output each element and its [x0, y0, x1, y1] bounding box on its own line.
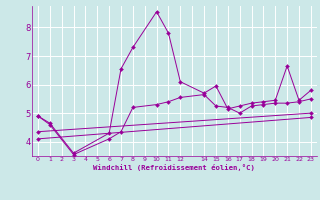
- X-axis label: Windchill (Refroidissement éolien,°C): Windchill (Refroidissement éolien,°C): [93, 164, 255, 171]
